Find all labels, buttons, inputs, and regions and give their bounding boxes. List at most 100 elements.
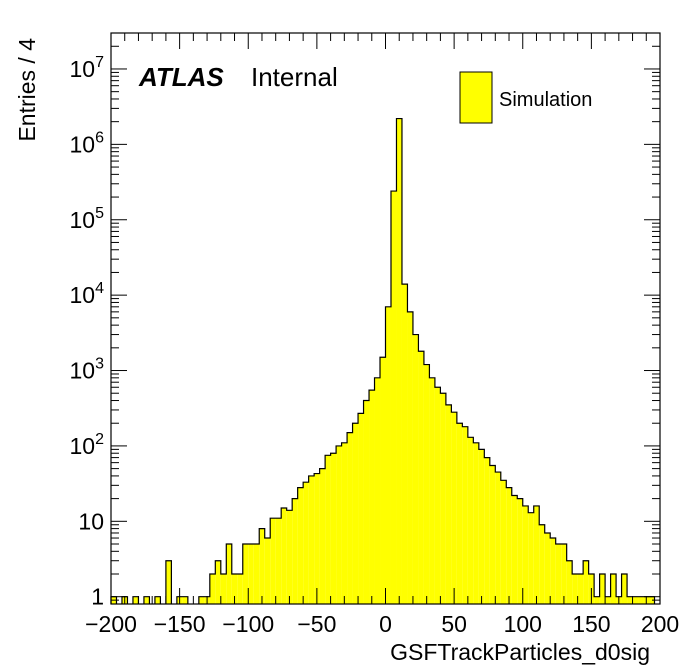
histogram-bin [533, 505, 540, 604]
histogram-bin [627, 596, 633, 604]
histogram-bin [621, 574, 628, 604]
histogram-bin [583, 560, 589, 604]
y-tick-label: 103 [70, 356, 105, 384]
histogram-bin [484, 457, 490, 604]
x-tick-label: 50 [441, 611, 467, 637]
y-tick-label: 104 [70, 280, 105, 308]
x-tick-label: 200 [641, 611, 679, 637]
internal-label: Internal [251, 62, 338, 92]
histogram-bin [198, 596, 205, 604]
histogram-bin [380, 357, 386, 604]
histogram-bars [110, 117, 656, 604]
histogram-bin [522, 505, 529, 604]
histogram-bin [555, 544, 562, 604]
histogram-bin [325, 455, 331, 604]
x-tick-label: −200 [85, 611, 137, 637]
histogram-bin [396, 118, 402, 604]
histogram-bin [489, 465, 496, 604]
y-tick-label: 107 [70, 54, 105, 82]
histogram-bin [154, 596, 161, 604]
histogram-bin [440, 393, 446, 604]
y-tick-label: 10 [78, 508, 104, 534]
x-tick-label: 100 [504, 611, 542, 637]
histogram-bin [577, 574, 584, 604]
histogram-bin [303, 482, 309, 604]
histogram-bin [572, 574, 578, 604]
histogram-bin [649, 596, 655, 604]
histogram-bin [456, 423, 463, 604]
histogram-bin [467, 437, 474, 604]
histogram-bin [314, 473, 320, 604]
atlas-label: ATLAS [138, 62, 224, 92]
histogram-bin [132, 596, 139, 604]
legend-swatch [459, 71, 493, 124]
histogram-bin [500, 480, 507, 604]
histogram-bin [550, 538, 556, 604]
x-tick-label: −150 [154, 611, 206, 637]
histogram-bin [561, 544, 567, 604]
histogram-bin [544, 532, 551, 604]
histogram-bin [539, 524, 545, 604]
histogram-bin [632, 596, 639, 604]
histogram-bin [143, 596, 150, 604]
y-tick-label: 102 [70, 431, 105, 459]
histogram-bin [506, 487, 512, 604]
x-tick-label: 150 [572, 611, 610, 637]
histogram-bin [511, 495, 518, 604]
histogram-bin [336, 445, 342, 604]
histogram-bin [407, 311, 413, 604]
histogram-bin [352, 423, 359, 604]
histogram-bin [165, 560, 172, 604]
histogram-bin [495, 472, 501, 604]
axes: −200 −150 −100 −50 0 50 100 150 200 1 10 102 103 104 1… [70, 32, 679, 637]
histogram-bin [610, 574, 617, 604]
y-axis-title: Entries / 4 [14, 38, 40, 142]
legend-label-simulation: Simulation [499, 89, 592, 111]
histogram-bin [385, 306, 391, 604]
y-tick-label: 1 [91, 584, 104, 610]
histogram-bin [423, 364, 430, 604]
histogram-bin [341, 442, 348, 604]
histogram-bin [434, 387, 441, 604]
histogram-bin [237, 574, 243, 604]
histogram-bin [319, 468, 326, 604]
histogram-bin [264, 538, 271, 604]
histogram-bin [594, 596, 600, 604]
histogram-bin [226, 544, 232, 604]
histogram-bin [231, 574, 238, 604]
histogram-bin [215, 560, 221, 604]
histogram-bin [209, 574, 216, 604]
histogram-bin [281, 508, 287, 604]
histogram-bin [182, 596, 188, 604]
x-tick-label: 0 [379, 611, 392, 637]
histogram-bin [605, 596, 611, 604]
x-tick-label: −50 [297, 611, 336, 637]
histogram-bin [248, 544, 254, 604]
histogram-bin [330, 453, 337, 604]
labels: ATLAS Internal Simulation GSFTrackPartic… [14, 38, 650, 665]
histogram-bin [259, 528, 265, 604]
histogram-bin [253, 544, 260, 604]
histogram-bin [275, 518, 282, 604]
y-tick-label: 106 [70, 129, 105, 157]
histogram-bin [462, 426, 468, 604]
histogram-bin [270, 518, 276, 604]
histogram-bin [286, 510, 293, 604]
histogram-bin [473, 442, 479, 604]
histogram-bin [308, 475, 315, 604]
histogram-bin [292, 498, 298, 604]
histogram-bin [445, 404, 452, 604]
histogram-bin [638, 596, 644, 604]
histogram-bin [451, 412, 457, 604]
histogram-bin [418, 351, 424, 604]
histogram-bin [363, 400, 370, 604]
histogram-bin [429, 377, 435, 604]
y-tick-label: 105 [70, 205, 105, 233]
histogram-bin [401, 284, 408, 604]
histogram-bin [478, 449, 485, 604]
x-axis-title: GSFTrackParticles_d0sig [390, 639, 650, 665]
histogram-bin [369, 390, 375, 604]
histogram-bin [566, 560, 573, 604]
histogram-bin [242, 544, 249, 604]
